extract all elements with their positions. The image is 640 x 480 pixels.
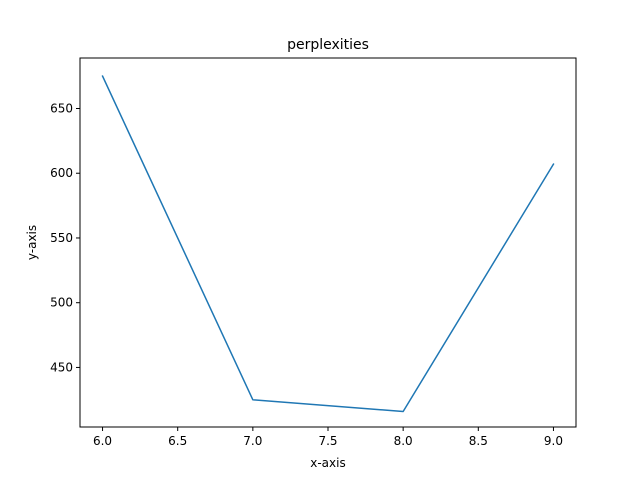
x-axis-ticks: 6.0 6.5 7.0 7.5 8.0 8.5 9.0 <box>93 427 563 448</box>
x-tick-label: 9.0 <box>544 434 563 448</box>
y-tick-label: 450 <box>50 360 73 374</box>
x-tick-label: 8.5 <box>469 434 488 448</box>
x-tick-label: 7.0 <box>243 434 262 448</box>
y-tick-label: 550 <box>50 231 73 245</box>
y-axis-ticks: 450 500 550 600 650 <box>50 101 80 374</box>
y-axis-label: y-axis <box>25 225 39 260</box>
y-tick-label: 650 <box>50 101 73 115</box>
y-tick-label: 500 <box>50 296 73 310</box>
x-tick-label: 8.0 <box>394 434 413 448</box>
axes-frame <box>79 57 577 428</box>
y-tick-label: 600 <box>50 166 73 180</box>
chart-title: perplexities <box>287 37 369 53</box>
x-tick-label: 7.5 <box>318 434 337 448</box>
x-tick-label: 6.0 <box>93 434 112 448</box>
plot-area <box>101 75 555 413</box>
series-line <box>101 75 555 413</box>
x-tick-label: 6.5 <box>168 434 187 448</box>
x-axis-label: x-axis <box>310 456 345 470</box>
